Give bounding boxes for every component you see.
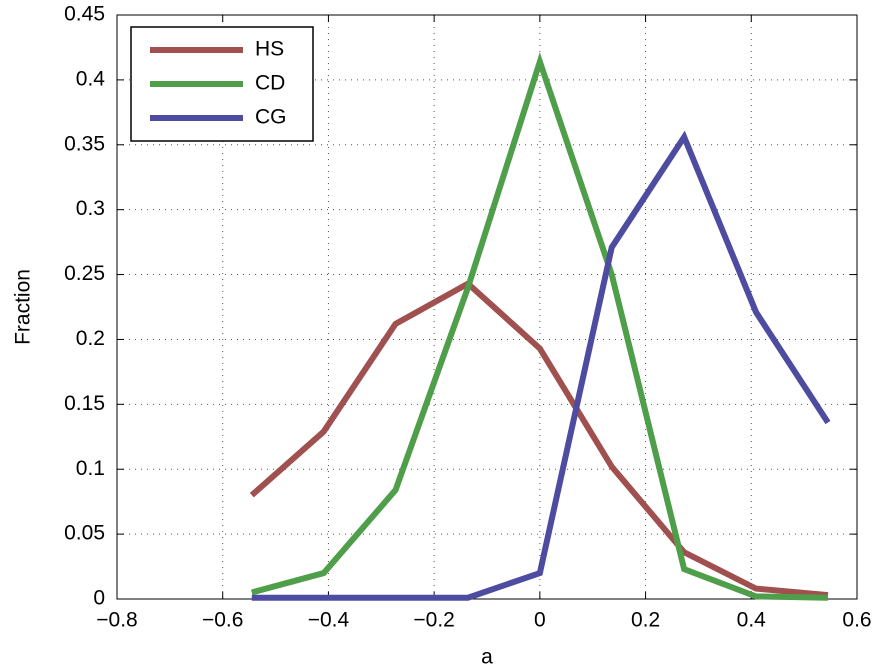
x-tick-label: −0.6	[202, 609, 243, 632]
y-tick-label: 0.4	[76, 67, 106, 90]
x-tick-label: −0.2	[413, 609, 454, 632]
x-tick-label: −0.8	[96, 609, 137, 632]
plot-frame	[116, 14, 858, 600]
legend-label: CG	[255, 106, 287, 129]
x-tick-label: 0	[534, 609, 546, 632]
y-tick-label: 0.25	[64, 262, 105, 285]
x-tick-label: −0.4	[308, 609, 350, 632]
y-tick-label: 0.1	[76, 457, 105, 480]
series-line	[251, 52, 828, 601]
y-tick-label: 0.45	[64, 3, 105, 26]
legend-label: HS	[255, 38, 284, 61]
x-tick-label: 0.2	[631, 609, 660, 632]
y-tick-label: 0.3	[76, 197, 105, 220]
y-tick-label: 0.2	[76, 327, 105, 350]
y-axis-label: Fraction	[12, 269, 35, 345]
series-line	[249, 279, 829, 599]
series-line	[251, 130, 831, 601]
y-tick-label: 0.05	[64, 522, 105, 545]
y-tick-label: 0	[93, 587, 105, 610]
legend-label: CD	[255, 72, 285, 95]
y-tick-label: 0.35	[64, 132, 105, 155]
x-tick-label: 0.4	[737, 609, 767, 632]
y-tick-label: 0.15	[64, 392, 105, 415]
x-axis-label: a	[481, 646, 493, 669]
x-tick-label: 0.6	[842, 609, 871, 632]
